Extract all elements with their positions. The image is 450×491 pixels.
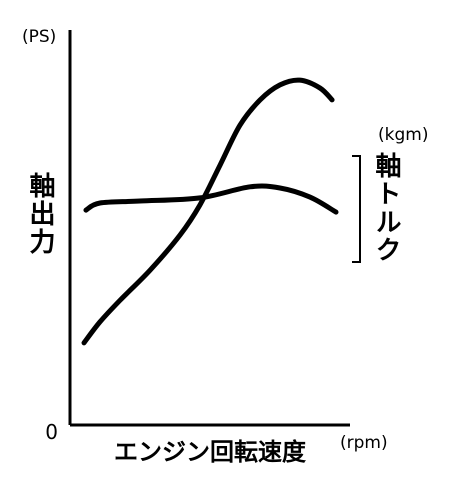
y-tick-label: 0: [45, 420, 58, 444]
y2-unit: (kgm): [378, 125, 428, 145]
y-unit: (PS): [22, 27, 56, 47]
y2-label: 軸トルク: [371, 151, 401, 264]
y-label: 軸出力: [25, 171, 55, 256]
line: [83, 183, 339, 215]
bracket: [352, 155, 361, 263]
x-label: エンジン回転速度: [114, 438, 307, 466]
x-unit: (rpm): [340, 433, 388, 453]
line: [81, 77, 335, 346]
